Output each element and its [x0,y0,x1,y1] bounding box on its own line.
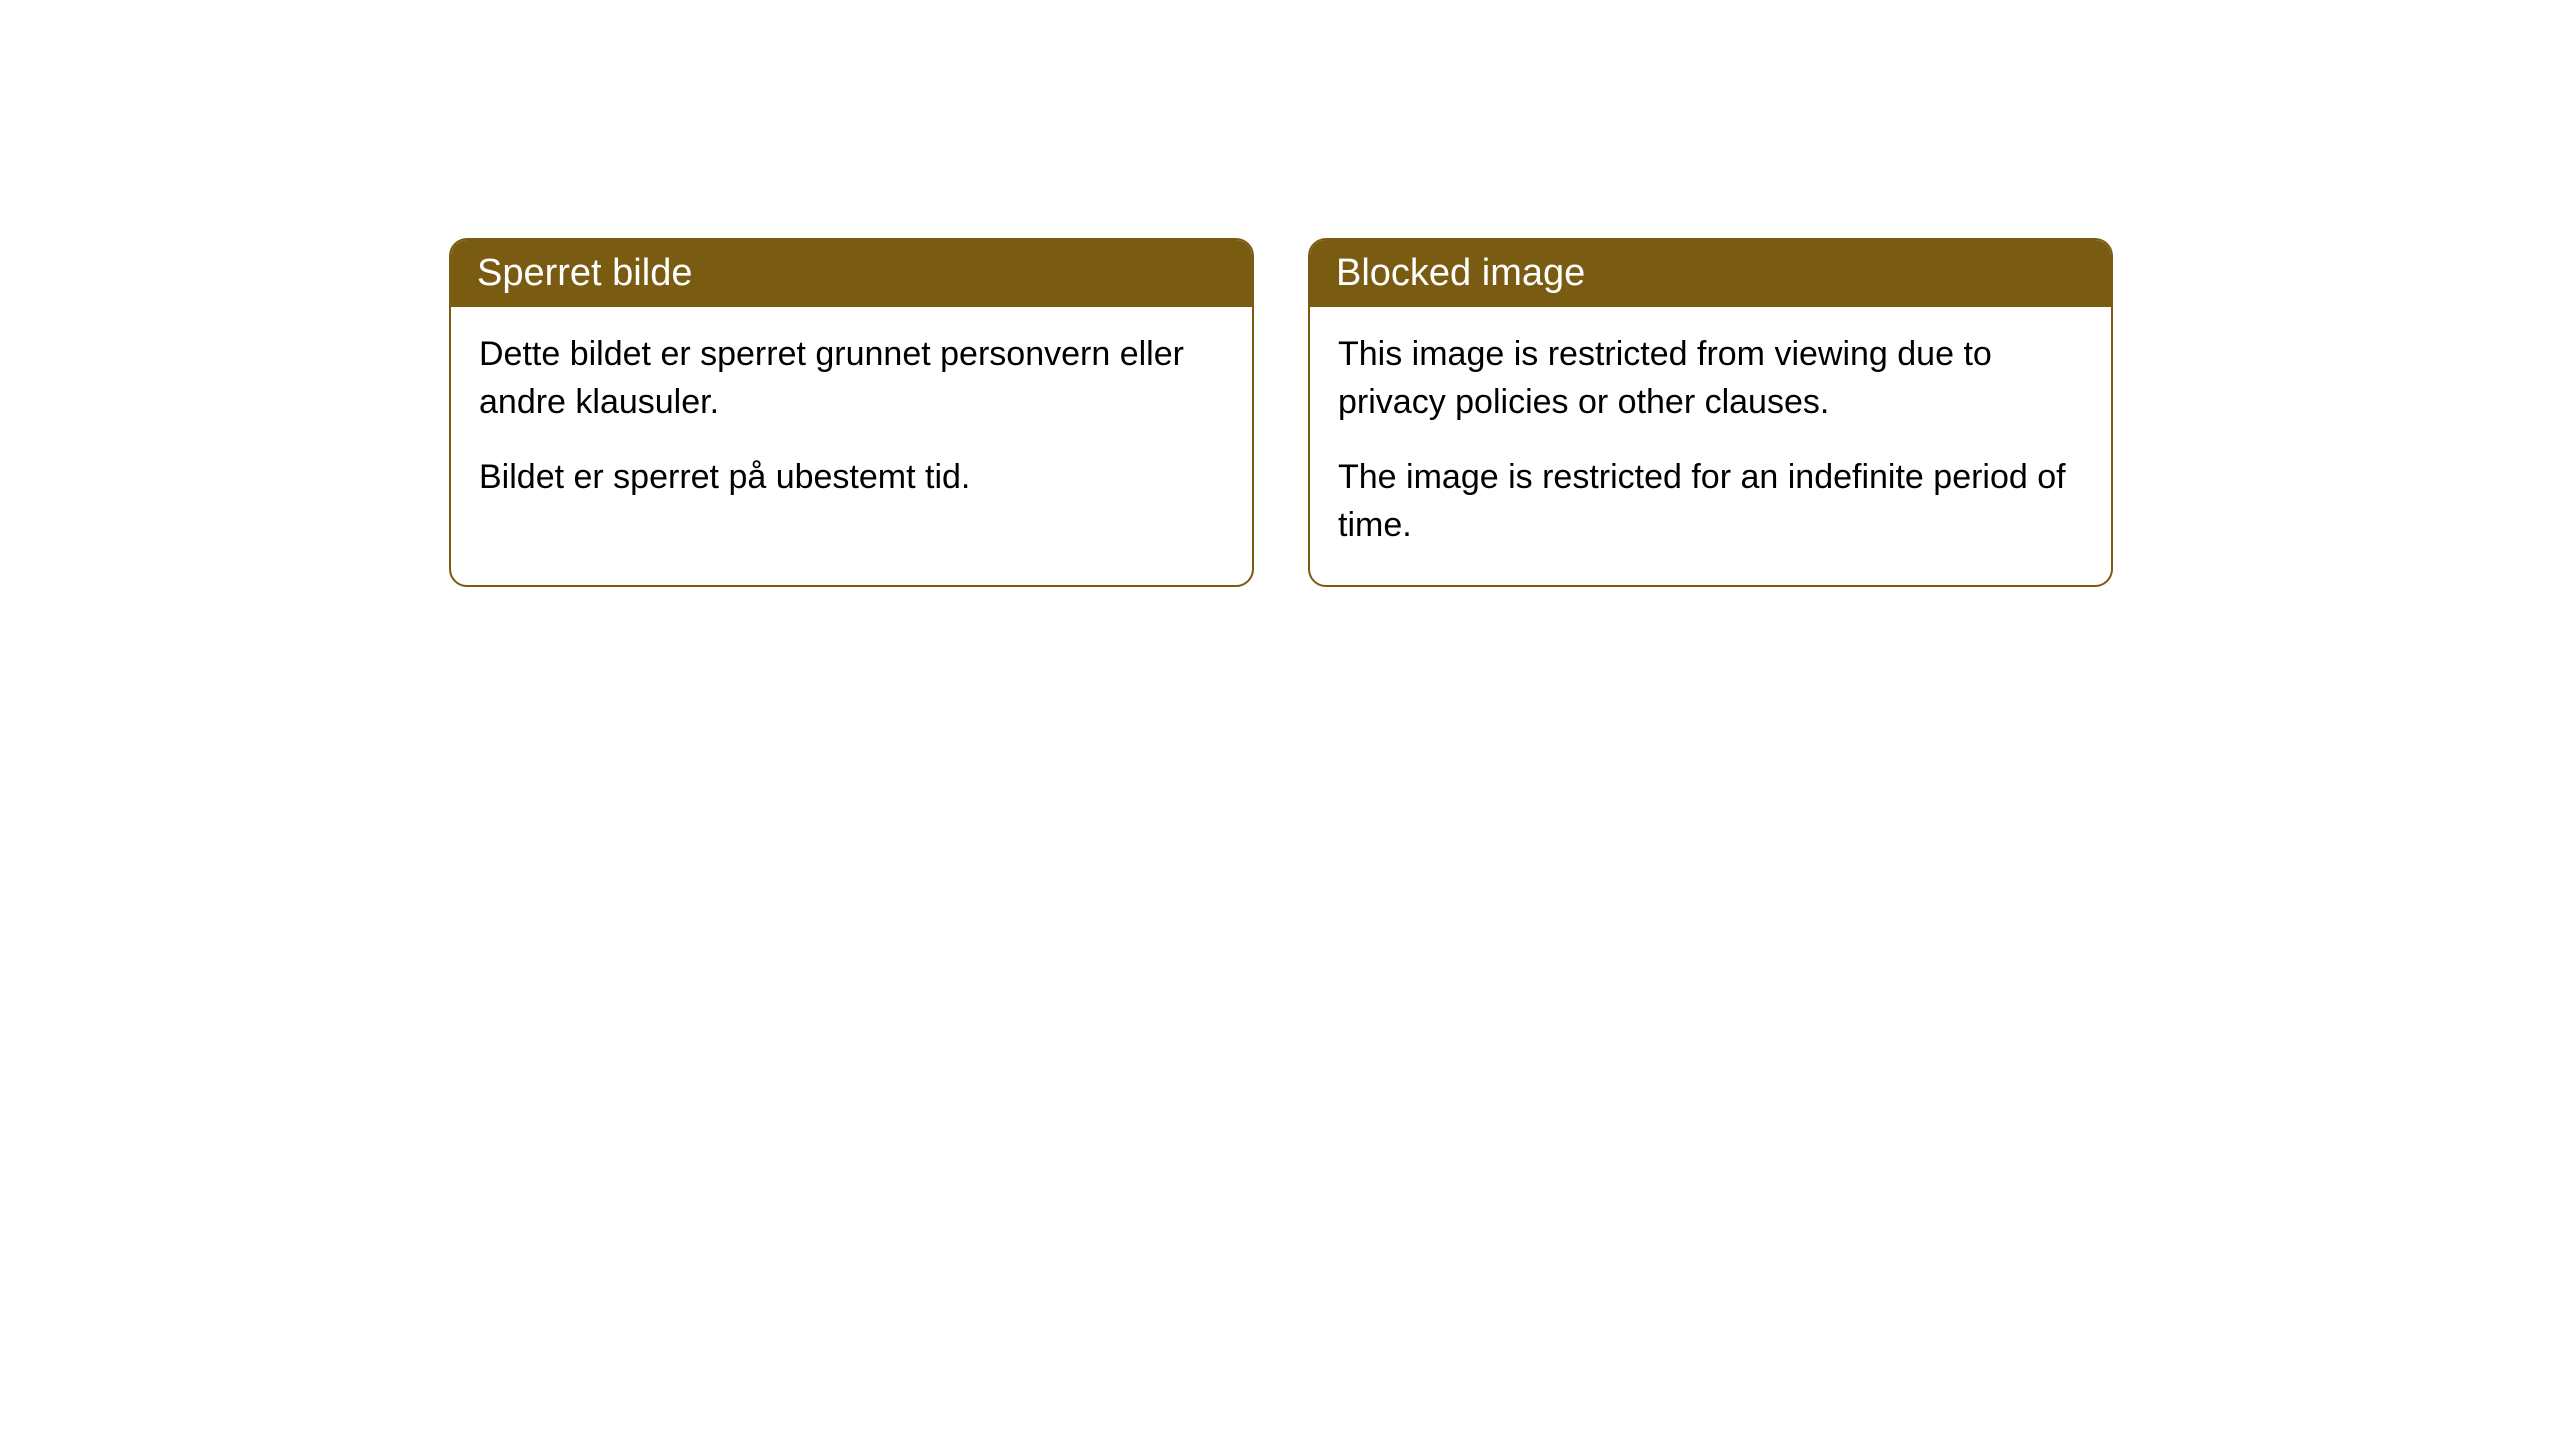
notice-text-1: This image is restricted from viewing du… [1338,331,2083,426]
notice-text-1: Dette bildet er sperret grunnet personve… [479,331,1224,426]
notice-cards-container: Sperret bilde Dette bildet er sperret gr… [449,238,2113,587]
notice-card-norwegian: Sperret bilde Dette bildet er sperret gr… [449,238,1254,587]
notice-body-english: This image is restricted from viewing du… [1310,307,2111,585]
notice-card-english: Blocked image This image is restricted f… [1308,238,2113,587]
notice-header-english: Blocked image [1310,240,2111,307]
notice-text-2: Bildet er sperret på ubestemt tid. [479,454,1224,502]
notice-text-2: The image is restricted for an indefinit… [1338,454,2083,549]
notice-title: Sperret bilde [477,252,692,294]
notice-header-norwegian: Sperret bilde [451,240,1252,307]
notice-body-norwegian: Dette bildet er sperret grunnet personve… [451,307,1252,538]
notice-title: Blocked image [1336,252,1585,294]
